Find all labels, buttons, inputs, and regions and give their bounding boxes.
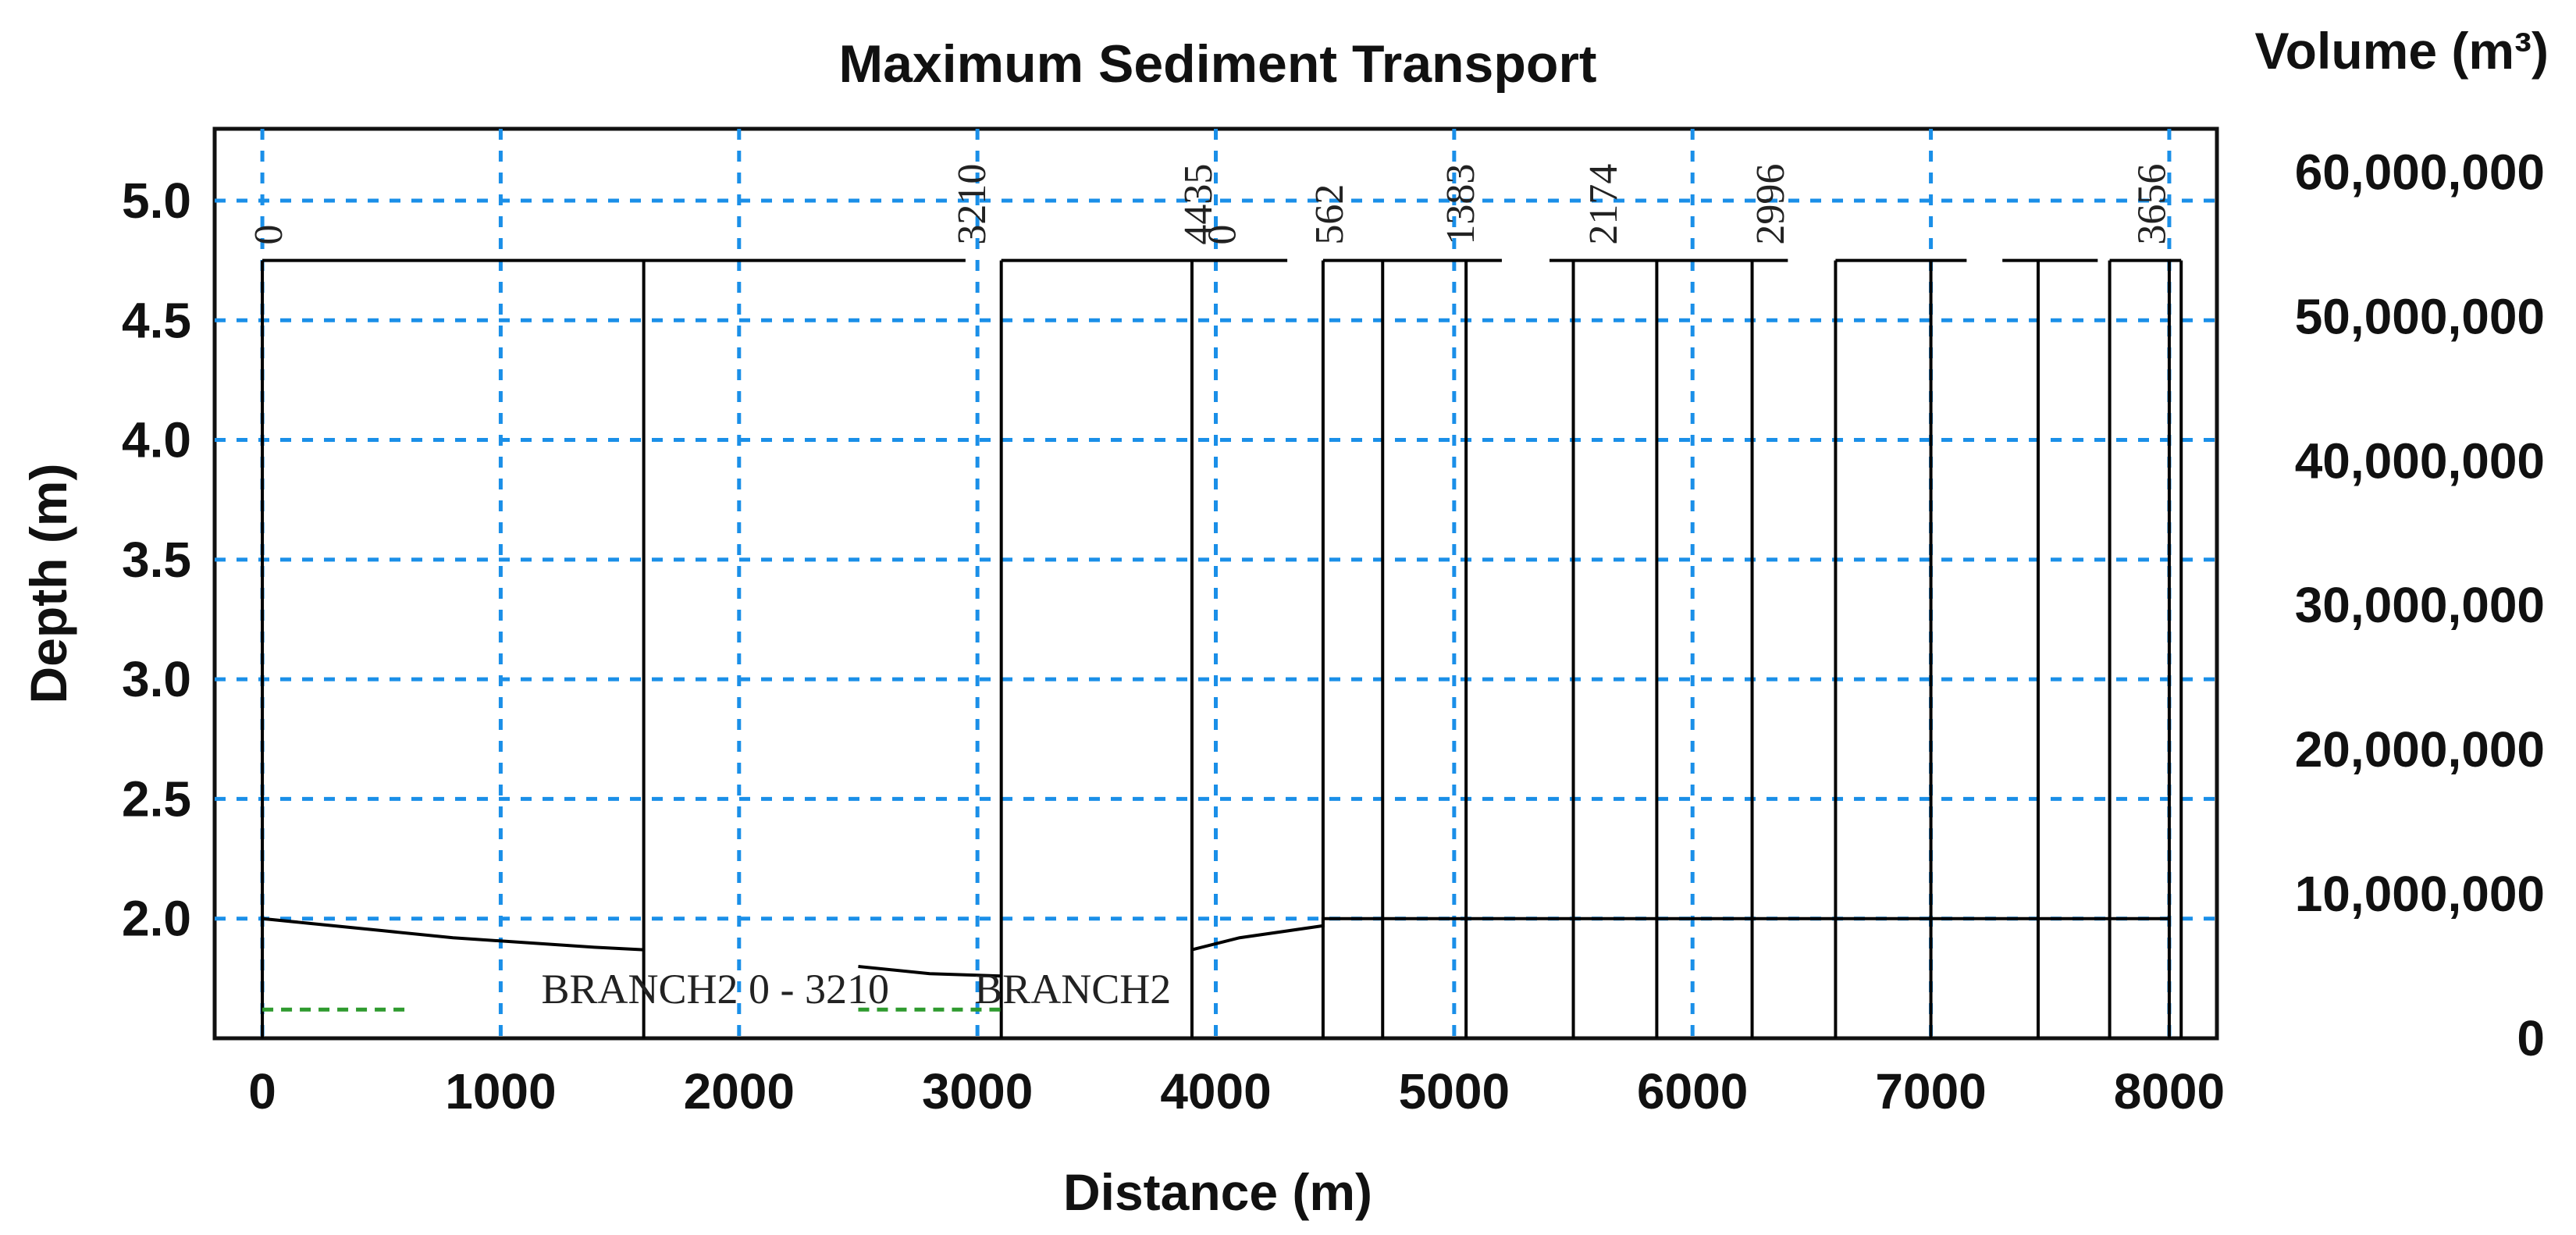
x-tick-label: 3000 (922, 1063, 1033, 1119)
y-tick-label: 4.5 (122, 292, 191, 348)
y2-tick-label: 20,000,000 (2295, 721, 2545, 778)
y2-tick-label: 0 (2517, 1010, 2545, 1066)
y2-tick-label: 60,000,000 (2295, 144, 2545, 200)
x-tick-label: 1000 (445, 1063, 556, 1119)
y-tick-label: 4.0 (122, 412, 191, 468)
x-tick-label: 2000 (684, 1063, 795, 1119)
y-tick-label: 3.0 (122, 651, 191, 707)
chainage-label: 4435 (1176, 164, 1221, 245)
x-tick-label: 5000 (1399, 1063, 1510, 1119)
y-tick-label: 2.5 (122, 771, 191, 827)
branch-label: BRANCH2 0 - 3210 (541, 966, 889, 1013)
y-tick-label: 3.5 (122, 532, 191, 588)
chainage-label: 2996 (1749, 164, 1793, 245)
x-tick-label: 4000 (1160, 1063, 1271, 1119)
chainage-label: 562 (1308, 184, 1352, 245)
y-tick-label: 5.0 (122, 173, 191, 229)
x-tick-label: 8000 (2114, 1063, 2225, 1119)
chainage-label: 1383 (1439, 164, 1483, 245)
y2-tick-label: 10,000,000 (2295, 866, 2545, 922)
y2-tick-label: 40,000,000 (2295, 432, 2545, 489)
x-tick-label: 7000 (1875, 1063, 1986, 1119)
y2-axis-label: Volume (m³) (2255, 22, 2549, 80)
chainage-label: 2174 (1582, 164, 1626, 245)
y2-tick-label: 50,000,000 (2295, 288, 2545, 344)
chainage-label: 0 (247, 225, 291, 245)
y2-tick-label: 30,000,000 (2295, 577, 2545, 633)
bed-profile-line (1191, 916, 2169, 952)
y-axis-label: Depth (m) (20, 464, 77, 704)
chainage-label: 3656 (2129, 164, 2174, 245)
x-axis-label: Distance (m) (1063, 1163, 1372, 1221)
bed-profile-line (262, 916, 644, 952)
y-tick-label: 2.0 (122, 891, 191, 947)
x-tick-label: 6000 (1637, 1063, 1748, 1119)
branch-label: BRANCH2 (974, 966, 1171, 1013)
x-tick-label: 0 (248, 1063, 276, 1119)
chart-title: Maximum Sediment Transport (838, 34, 1596, 94)
bed-profile-line (858, 965, 1002, 978)
chainage-label: 0 (1201, 225, 1245, 245)
chainage-label: 3210 (950, 164, 994, 245)
